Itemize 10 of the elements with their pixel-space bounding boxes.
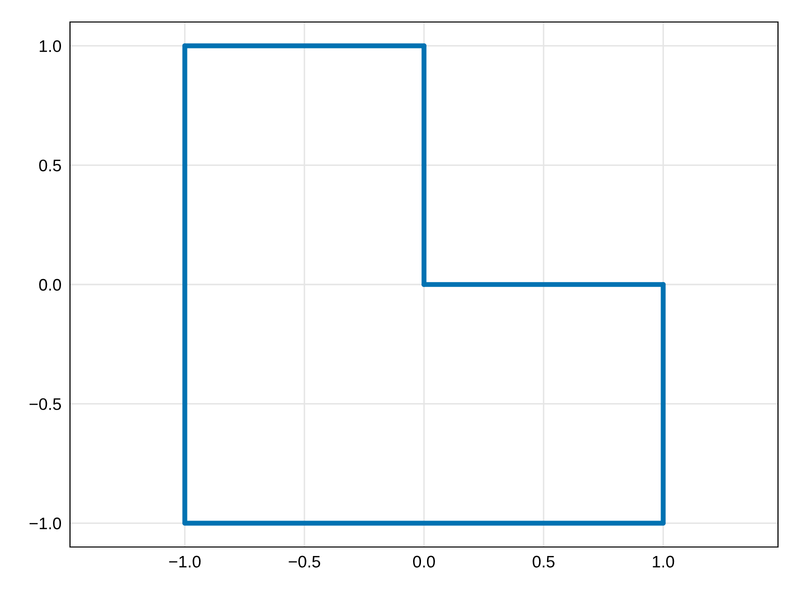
- y-tick-label: −1.0: [30, 518, 62, 530]
- y-tick-label: 0.5: [39, 160, 61, 172]
- y-tick-label: −0.5: [30, 398, 61, 410]
- y-tick-label: 1.0: [40, 40, 62, 52]
- x-tick-label: 1.0: [652, 556, 674, 568]
- x-tick-label: 0.0: [413, 556, 435, 568]
- y-tick-label: 0.0: [39, 278, 62, 291]
- x-tick-label: −0.5: [288, 556, 320, 568]
- x-tick-label: 0.5: [532, 556, 554, 568]
- x-tick-label: −1.0: [169, 556, 201, 568]
